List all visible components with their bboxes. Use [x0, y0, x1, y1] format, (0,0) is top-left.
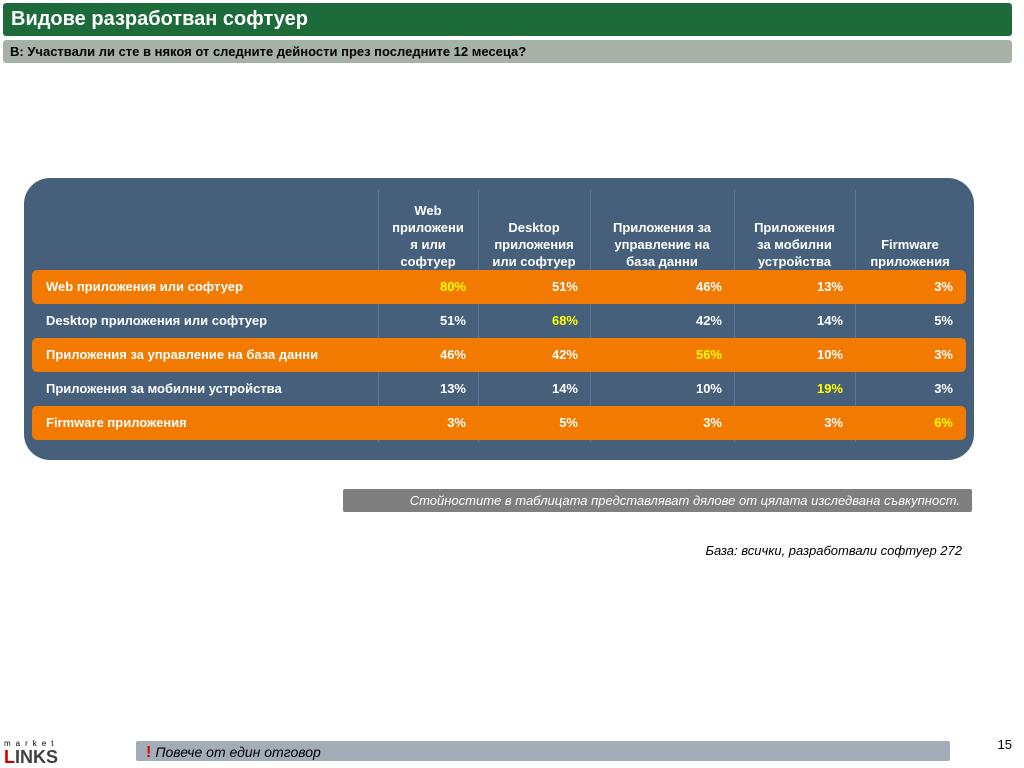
page-number: 15 [997, 737, 1012, 752]
table-cell: 14% [816, 313, 843, 328]
base-text: База: всички, разработвали софтуер 272 [705, 543, 962, 558]
row-band [32, 406, 966, 440]
table-cell: 5% [559, 415, 578, 430]
row-band [32, 270, 966, 304]
exclamation-icon: ! [146, 744, 152, 761]
row-label: Приложения за управление на база данни [46, 347, 319, 362]
table-cell: 14% [551, 381, 578, 396]
table-cell: 3% [824, 415, 843, 430]
logo-rest: INKS [15, 747, 59, 767]
table-cell: 80% [439, 279, 466, 294]
table-cell: 10% [695, 381, 722, 396]
table-cell: 10% [816, 347, 843, 362]
table-cell: 56% [695, 347, 722, 362]
table-cell: 3% [934, 347, 953, 362]
table-cell: 3% [934, 279, 953, 294]
column-header: Desktop приложения или софтуер [492, 220, 576, 269]
column-separator [590, 190, 591, 442]
table-cell: 68% [551, 313, 578, 328]
column-separator [855, 190, 856, 442]
table-cell: 19% [816, 381, 843, 396]
column-header: Web приложени я или софтуер [392, 203, 464, 269]
row-label: Desktop приложения или софтуер [46, 313, 268, 328]
question-text: В: Участвали ли сте в някоя от следните … [3, 40, 1012, 63]
logo-top-text: market [4, 739, 59, 748]
column-separator [734, 190, 735, 442]
logo-l: L [4, 747, 15, 767]
row-label: Приложения за мобилни устройства [46, 381, 282, 396]
row-band [32, 338, 966, 372]
footer-text: Повече от един отговор [155, 744, 321, 760]
table-cell: 46% [695, 279, 722, 294]
table-cell: 3% [703, 415, 722, 430]
row-label: Firmware приложения [46, 415, 187, 430]
market-links-logo: market LINKS [4, 739, 78, 767]
table-cell: 6% [934, 415, 953, 430]
column-separator [478, 190, 479, 442]
table-note: Стойностите в таблицата представляват дя… [343, 489, 972, 512]
table-cell: 13% [439, 381, 466, 396]
table-cell: 3% [447, 415, 466, 430]
column-header: Приложения за управление на база данни [613, 220, 711, 269]
table-cell: 46% [439, 347, 466, 362]
table-cell: 3% [934, 381, 953, 396]
table-cell: 51% [551, 279, 578, 294]
table-cell: 13% [816, 279, 843, 294]
logo-main-text: LINKS [4, 748, 78, 766]
footer-bar: ! Повече от един отговор [136, 741, 950, 761]
table-cell: 51% [439, 313, 466, 328]
column-separator [378, 190, 379, 442]
slide-title: Видове разработван софтуер [3, 3, 1012, 36]
table-cell: 42% [551, 347, 578, 362]
column-header: Приложения за мобилни устройства [754, 220, 835, 269]
table-cell: 5% [934, 313, 953, 328]
table-cell: 42% [695, 313, 722, 328]
row-label: Web приложения или софтуер [46, 279, 243, 294]
column-header: Firmware приложения [870, 237, 950, 269]
